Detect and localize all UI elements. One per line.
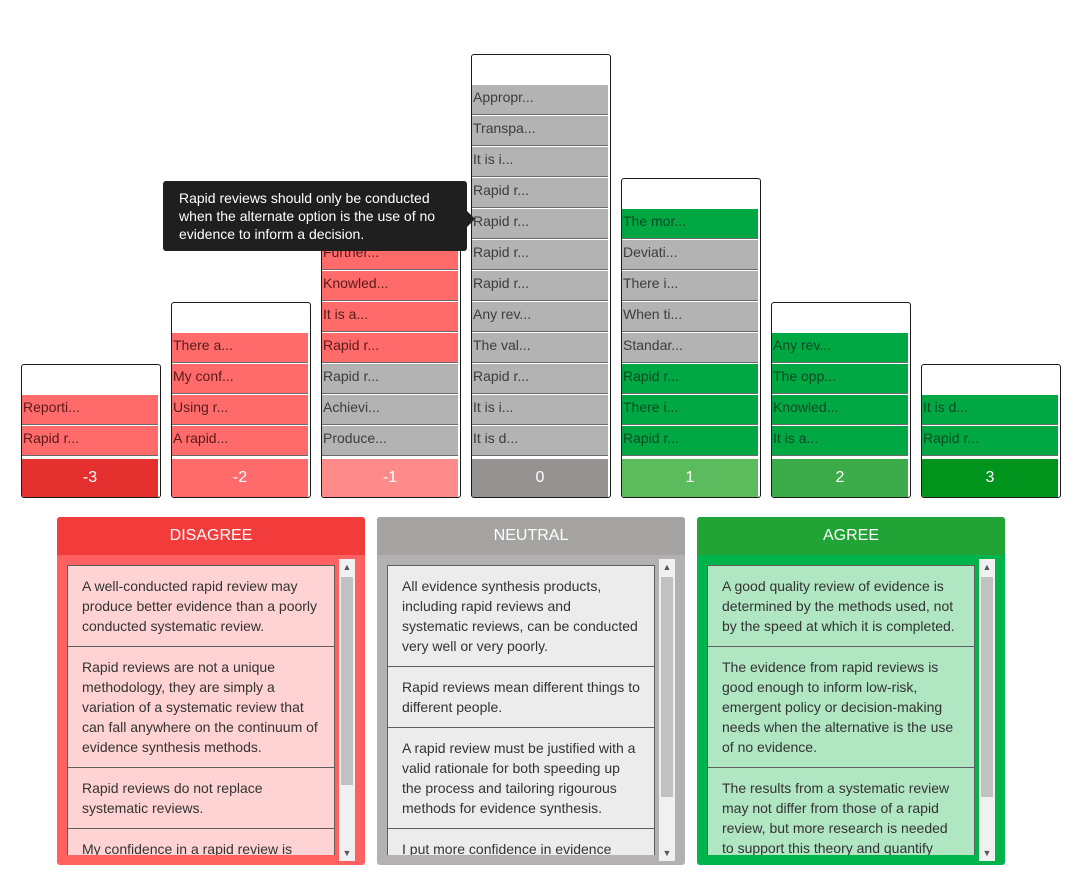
statement-list[interactable]: All evidence synthesis products, includi… bbox=[387, 565, 655, 855]
statement-card-slot[interactable]: Rapid r... bbox=[322, 333, 458, 363]
statement-card-slot[interactable]: Achievi... bbox=[322, 395, 458, 425]
statement-card-slot[interactable]: Standar... bbox=[622, 333, 758, 363]
statement-card-slot[interactable]: Rapid r... bbox=[922, 426, 1058, 456]
statement-card-slot[interactable]: Rapid r... bbox=[22, 426, 158, 456]
score-column-2[interactable]: Any rev... The opp... Knowled... It is a...… bbox=[771, 302, 911, 498]
statement-card-slot[interactable]: There a... bbox=[172, 333, 308, 363]
scroll-down-arrow-icon[interactable]: ▼ bbox=[662, 848, 672, 858]
statement-card-slot[interactable]: Appropr... bbox=[472, 85, 608, 115]
scrollbar-thumb[interactable] bbox=[341, 577, 353, 785]
statement-card-slot[interactable]: There i... bbox=[622, 395, 758, 425]
panel-title: NEUTRAL bbox=[377, 517, 685, 555]
statement-card-slot[interactable]: Knowled... bbox=[772, 395, 908, 425]
statement-card-slot[interactable]: A rapid... bbox=[172, 426, 308, 456]
statement-card-slot[interactable]: It is a... bbox=[322, 302, 458, 332]
statement-card-slot[interactable]: It is i... bbox=[472, 395, 608, 425]
statement-card[interactable]: All evidence synthesis products, includi… bbox=[387, 565, 655, 666]
statement-card-slot[interactable]: Any rev... bbox=[772, 333, 908, 363]
panel-title: DISAGREE bbox=[57, 517, 365, 555]
scrollbar[interactable]: ▲ ▼ bbox=[339, 559, 355, 861]
statement-card-slot[interactable]: Reporti... bbox=[22, 395, 158, 425]
score-label: -3 bbox=[22, 459, 158, 497]
statement-card-slot[interactable]: Knowled... bbox=[322, 271, 458, 301]
statement-card-slot[interactable]: Rapid r... bbox=[622, 364, 758, 394]
statement-card-slot[interactable]: It is d... bbox=[472, 426, 608, 456]
statement-card[interactable]: A rapid review must be justified with a … bbox=[387, 727, 655, 828]
score-label: 1 bbox=[622, 459, 758, 497]
score-label: 2 bbox=[772, 459, 908, 497]
statement-card-slot[interactable]: Using r... bbox=[172, 395, 308, 425]
statement-card-slot[interactable]: The val... bbox=[472, 333, 608, 363]
statement-card[interactable]: The results from a systematic review may… bbox=[707, 767, 975, 855]
statement-card-slot[interactable]: Rapid r... bbox=[472, 271, 608, 301]
score-column-1[interactable]: The mor... Deviati... There i... When ti...… bbox=[621, 178, 761, 498]
statement-card-slot[interactable]: Rapid r... bbox=[472, 364, 608, 394]
statement-card-slot[interactable]: The mor... bbox=[622, 209, 758, 239]
statement-card-slot[interactable]: Transpa... bbox=[472, 116, 608, 146]
statement-card[interactable]: The evidence from rapid reviews is good … bbox=[707, 646, 975, 767]
statement-card[interactable]: A well-conducted rapid review may produc… bbox=[67, 565, 335, 646]
disagree-panel: DISAGREE A well-conducted rapid review ma… bbox=[57, 517, 365, 865]
statement-card[interactable]: A good quality review of evidence is det… bbox=[707, 565, 975, 646]
statement-card-slot[interactable]: Produce... bbox=[322, 426, 458, 456]
panel-title: AGREE bbox=[697, 517, 1005, 555]
score-column--3[interactable]: Reporti... Rapid r... -3 bbox=[21, 364, 161, 498]
statement-card-slot[interactable]: My conf... bbox=[172, 364, 308, 394]
statement-list[interactable]: A good quality review of evidence is det… bbox=[707, 565, 975, 855]
statement-card[interactable]: My confidence in a rapid review is bbox=[67, 828, 335, 855]
scrollbar[interactable]: ▲ ▼ bbox=[979, 559, 995, 861]
statement-card[interactable]: Rapid reviews mean different things to d… bbox=[387, 666, 655, 727]
statement-card[interactable]: I put more confidence in evidence bbox=[387, 828, 655, 855]
agree-panel: AGREE A good quality review of evidence i… bbox=[697, 517, 1005, 865]
scrollbar-thumb[interactable] bbox=[981, 577, 993, 797]
score-label: 0 bbox=[472, 459, 608, 497]
statement-card-slot[interactable]: Any rev... bbox=[472, 302, 608, 332]
statement-card-slot[interactable]: Rapid r... bbox=[622, 426, 758, 456]
statement-tooltip: Rapid reviews should only be conducted w… bbox=[163, 181, 475, 251]
statement-card-slot[interactable]: It is i... bbox=[472, 147, 608, 177]
scroll-up-arrow-icon[interactable]: ▲ bbox=[342, 562, 352, 572]
statement-list[interactable]: A well-conducted rapid review may produc… bbox=[67, 565, 335, 855]
scroll-up-arrow-icon[interactable]: ▲ bbox=[662, 562, 672, 572]
score-label: 3 bbox=[922, 459, 1058, 497]
tooltip-text: Rapid reviews should only be conducted w… bbox=[179, 190, 436, 242]
statement-card-slot[interactable]: Rapid r... bbox=[472, 178, 608, 208]
statement-card-slot[interactable]: It is a... bbox=[772, 426, 908, 456]
statement-card-slot[interactable]: Rapid r... bbox=[472, 209, 608, 239]
statement-card-slot[interactable]: Rapid r... bbox=[472, 240, 608, 270]
statement-card-slot[interactable]: There i... bbox=[622, 271, 758, 301]
statement-card[interactable]: Rapid reviews are not a unique methodolo… bbox=[67, 646, 335, 767]
statement-card-slot[interactable]: It is d... bbox=[922, 395, 1058, 425]
statement-card-slot[interactable]: Rapid r... bbox=[322, 364, 458, 394]
score-column--2[interactable]: There a... My conf... Using r... A rapid...… bbox=[171, 302, 311, 498]
scrollbar-thumb[interactable] bbox=[661, 577, 673, 797]
score-column--1[interactable]: Further... Knowled... It is a... Rapid r...… bbox=[321, 209, 461, 498]
neutral-panel: NEUTRAL All evidence synthesis products, … bbox=[377, 517, 685, 865]
statement-card-slot[interactable]: The opp... bbox=[772, 364, 908, 394]
statement-card-slot[interactable]: When ti... bbox=[622, 302, 758, 332]
scroll-down-arrow-icon[interactable]: ▼ bbox=[342, 848, 352, 858]
statement-card-slot[interactable]: Deviati... bbox=[622, 240, 758, 270]
scrollbar[interactable]: ▲ ▼ bbox=[659, 559, 675, 861]
scroll-up-arrow-icon[interactable]: ▲ bbox=[982, 562, 992, 572]
score-column-0[interactable]: Appropr... Transpa... It is i... Rapid r...… bbox=[471, 54, 611, 498]
score-column-3[interactable]: It is d... Rapid r... 3 bbox=[921, 364, 1061, 498]
score-label: -2 bbox=[172, 459, 308, 497]
scroll-down-arrow-icon[interactable]: ▼ bbox=[982, 848, 992, 858]
statement-card[interactable]: Rapid reviews do not replace systematic … bbox=[67, 767, 335, 828]
score-label: -1 bbox=[322, 459, 458, 497]
